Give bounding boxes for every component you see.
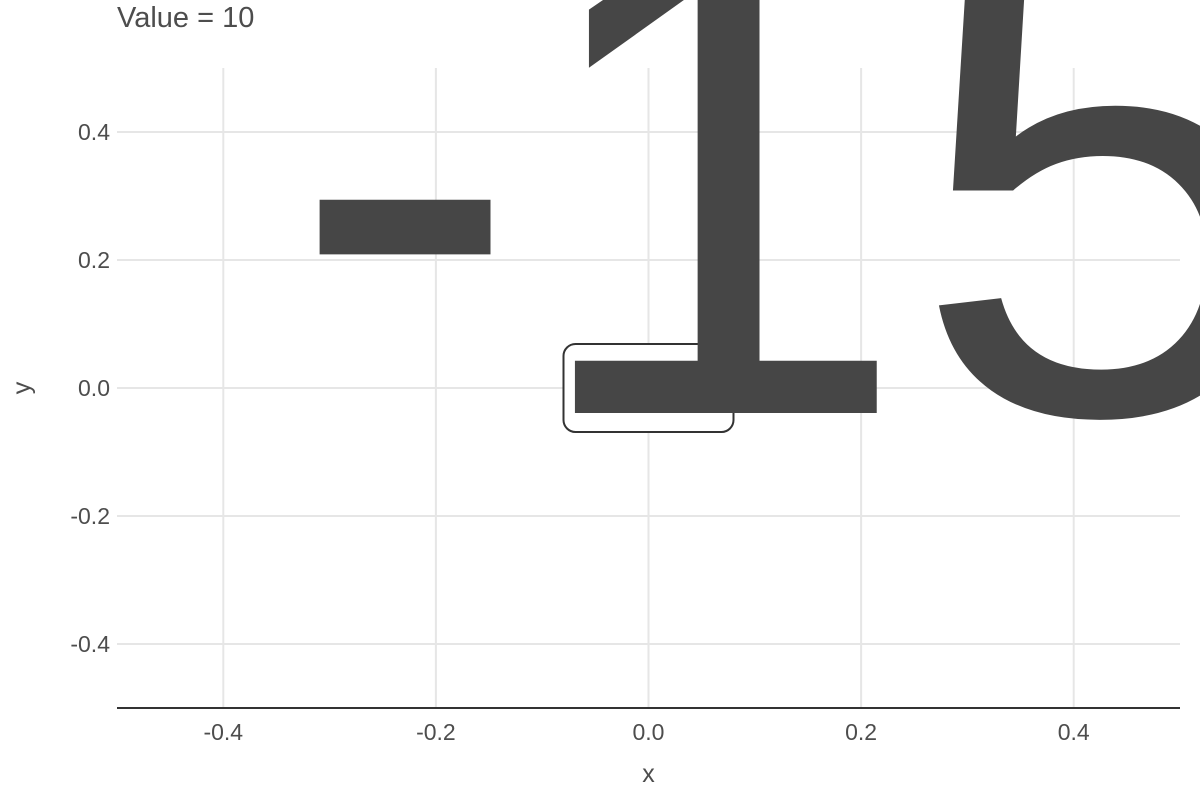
x-tick-label: 0.4 <box>1058 719 1090 745</box>
y-tick-label: -0.2 <box>70 503 110 529</box>
point-label-10: 10 <box>617 356 679 419</box>
y-tick-label: 0.4 <box>78 119 110 145</box>
y-axis-title: y <box>8 381 36 394</box>
point-label-neg15: -15 <box>289 0 1200 562</box>
y-tick-label: 0.0 <box>78 375 110 401</box>
y-tick-label: -0.4 <box>70 631 110 657</box>
y-tick-label: 0.2 <box>78 247 110 273</box>
x-tick-label: 0.0 <box>633 719 665 745</box>
chart-title: Value = 10 <box>117 2 255 34</box>
x-axis-title: x <box>642 760 655 788</box>
label-box <box>562 343 735 433</box>
x-tick-label: -0.4 <box>203 719 243 745</box>
x-tick-label: -0.2 <box>416 719 456 745</box>
x-tick-label: 0.2 <box>845 719 877 745</box>
